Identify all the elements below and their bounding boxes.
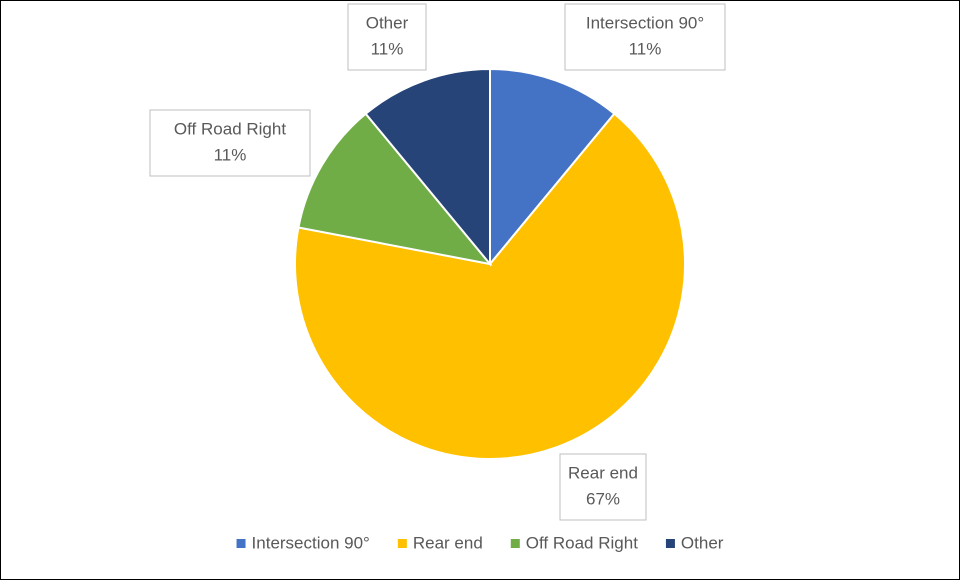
legend-swatch: [665, 539, 675, 548]
callout-category: Intersection 90°: [586, 13, 704, 32]
callout-value: 11%: [371, 39, 404, 58]
callout-category: Rear end: [568, 463, 638, 482]
callout-category: Other: [366, 13, 409, 32]
pie-slice: [489, 67, 616, 267]
pie-slice: [297, 112, 493, 266]
callout-box: [149, 109, 311, 177]
legend-label: Rear end: [413, 533, 483, 552]
callout-box: [347, 3, 427, 71]
callout-category: Off Road Right: [174, 119, 286, 138]
legend-swatch: [397, 539, 407, 548]
legend-label: Intersection 90°: [252, 533, 370, 552]
legend-swatch: [510, 539, 520, 548]
pie-slice: [294, 112, 686, 460]
callout-box: [559, 453, 647, 521]
callout-value: 11%: [214, 145, 247, 164]
pie-slice: [364, 67, 491, 267]
callout-value: 11%: [629, 39, 662, 58]
callout-value: 67%: [586, 489, 620, 508]
legend: Intersection 90° Rear end Off Road Right Ot…: [236, 533, 724, 552]
callout-box: [564, 3, 726, 71]
legend-label: Other: [681, 533, 724, 552]
legend-label: Off Road Right: [526, 533, 638, 552]
legend-swatch: [236, 539, 246, 548]
